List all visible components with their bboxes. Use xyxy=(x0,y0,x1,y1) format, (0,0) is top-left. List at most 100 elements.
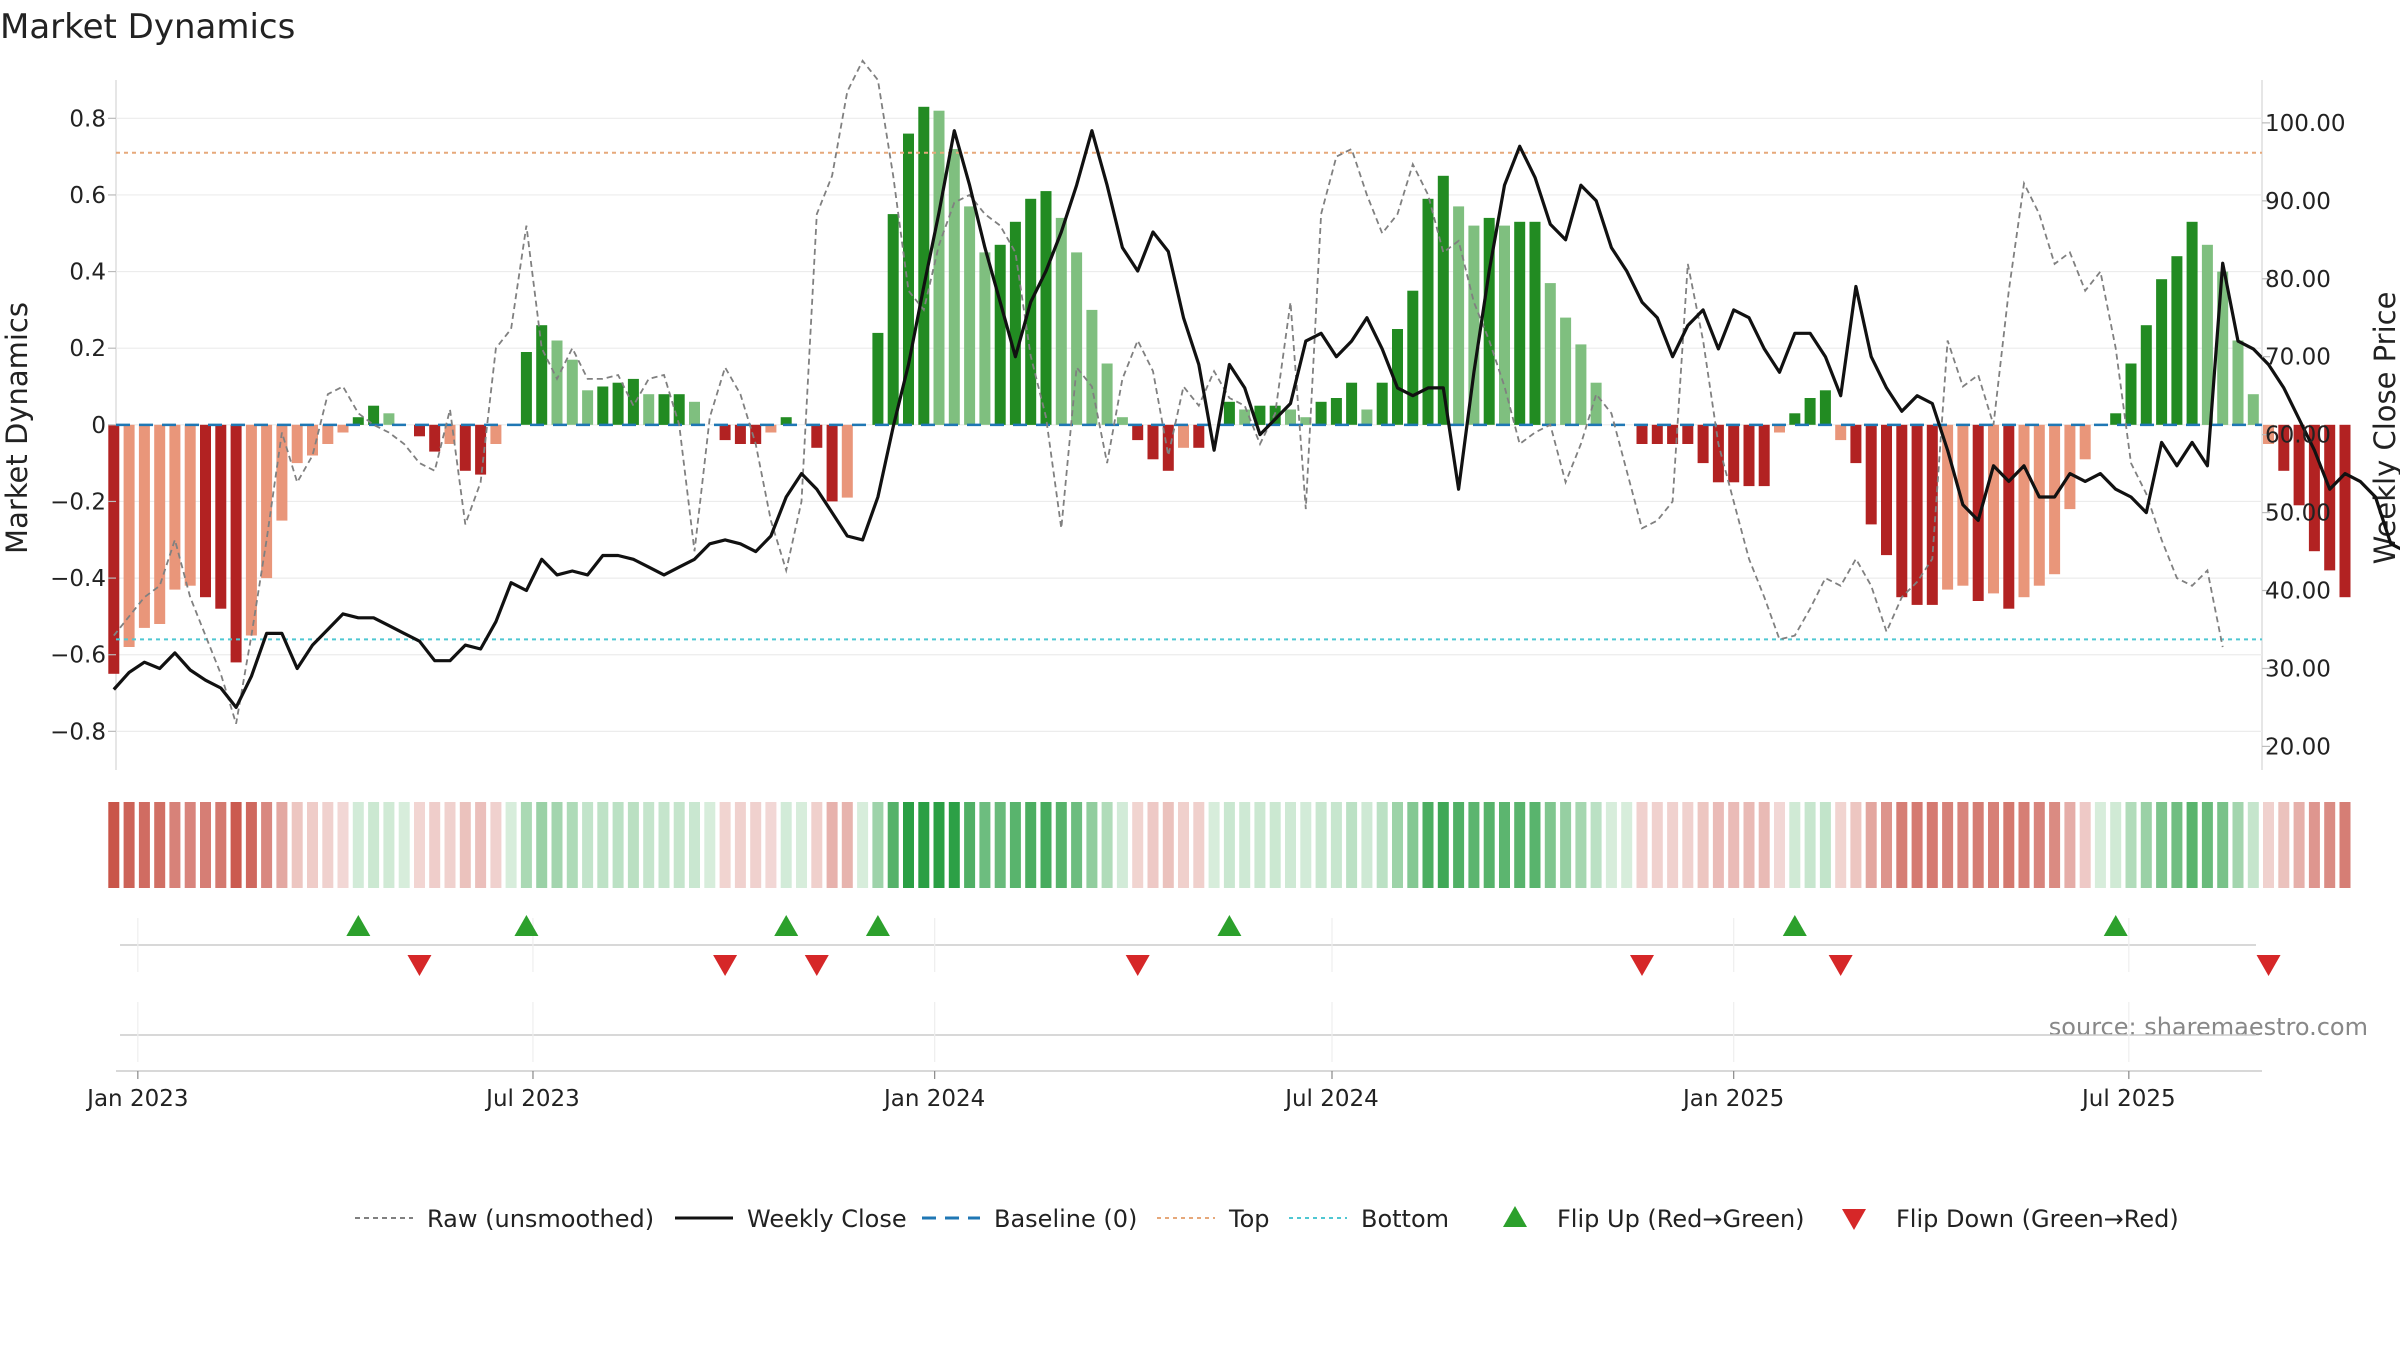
bar xyxy=(230,424,242,663)
bar xyxy=(689,401,700,425)
heat-cell xyxy=(1911,802,1923,888)
heat-cell xyxy=(2339,802,2351,888)
x-tick-label: Jan 2025 xyxy=(1681,1086,1784,1112)
heat-cell xyxy=(1605,802,1617,888)
heat-cell xyxy=(1040,802,1052,888)
heat-cell xyxy=(2308,802,2320,888)
heat-cell xyxy=(337,802,349,888)
heat-cell xyxy=(154,802,166,888)
heat-cell xyxy=(1774,802,1785,888)
bar xyxy=(1040,191,1052,425)
bar xyxy=(1758,424,1770,487)
bar xyxy=(2003,424,2015,609)
heat-cell xyxy=(1315,802,1327,888)
heat-cell xyxy=(566,802,578,888)
bar xyxy=(1009,221,1021,425)
bar xyxy=(1850,424,1862,464)
heat-cell xyxy=(643,802,655,888)
flip-up-marker xyxy=(774,915,799,936)
heat-cell xyxy=(1575,802,1587,888)
bar xyxy=(780,417,792,425)
bar xyxy=(643,394,655,425)
bar xyxy=(1529,221,1541,425)
bar xyxy=(1254,405,1266,425)
heat-cell xyxy=(138,802,150,888)
bar xyxy=(918,106,930,425)
bar xyxy=(1437,175,1449,425)
bar-series xyxy=(108,106,2351,674)
bar xyxy=(750,424,762,444)
heat-cell xyxy=(1025,802,1037,888)
bar xyxy=(1896,424,1908,598)
legend-label: Bottom xyxy=(1361,1205,1449,1233)
bar xyxy=(1575,344,1587,425)
heat-cell xyxy=(490,802,502,888)
bar xyxy=(2049,424,2061,575)
bar xyxy=(2079,424,2091,460)
legend-swatch-flip-up xyxy=(1503,1206,1527,1227)
y-right-tick-label: 20.00 xyxy=(2265,734,2331,760)
heat-cell xyxy=(414,802,425,888)
heat-cell xyxy=(2110,802,2122,888)
y-right-tick-label: 100.00 xyxy=(2265,111,2345,137)
line-series xyxy=(112,59,2400,724)
y-left-tick-label: 0.8 xyxy=(69,106,106,132)
heat-cell xyxy=(1988,802,1999,888)
heat-cell xyxy=(429,802,441,888)
heat-cell xyxy=(1407,802,1419,888)
heat-cell xyxy=(627,802,639,888)
heat-cell xyxy=(108,802,120,888)
legend-label: Flip Down (Green→Red) xyxy=(1896,1205,2179,1233)
x-tick-label: Jul 2023 xyxy=(484,1086,580,1112)
heat-cell xyxy=(2293,802,2305,888)
bar xyxy=(138,424,150,628)
heat-cell xyxy=(887,802,899,888)
heat-cell xyxy=(2049,802,2061,888)
x-tick-label: Jul 2025 xyxy=(2080,1086,2176,1112)
bar xyxy=(841,424,853,498)
heat-cell xyxy=(322,802,334,888)
y-left-tick-label: 0.4 xyxy=(69,260,106,286)
heat-cell xyxy=(979,802,991,888)
flip-down-marker xyxy=(1125,955,1150,976)
legend-item: Weekly Close xyxy=(675,1205,907,1233)
bar xyxy=(1223,401,1235,425)
heat-cell xyxy=(1239,802,1251,888)
bar xyxy=(1682,424,1694,444)
flip-down-marker xyxy=(1828,955,1853,976)
heat-cell xyxy=(1865,802,1877,888)
bar xyxy=(1544,283,1556,425)
bar xyxy=(1193,424,1205,448)
heat-cell xyxy=(2125,802,2137,888)
heat-cell xyxy=(1621,802,1633,888)
bar xyxy=(307,424,318,456)
legend-label: Weekly Close xyxy=(747,1205,907,1233)
heat-cell xyxy=(964,802,976,888)
bar xyxy=(429,424,441,452)
y-right-tick-label: 50.00 xyxy=(2265,501,2331,527)
heat-cell xyxy=(1300,802,1312,888)
bar xyxy=(475,424,487,475)
heat-cell xyxy=(2140,802,2152,888)
bar xyxy=(1728,424,1740,483)
bar xyxy=(719,424,731,441)
bar xyxy=(1774,424,1785,433)
y-right-tick-label: 70.00 xyxy=(2265,345,2331,371)
heat-cell xyxy=(536,802,548,888)
heat-cell xyxy=(1116,802,1128,888)
heat-cell xyxy=(673,802,685,888)
y-right-tick-label: 40.00 xyxy=(2265,579,2331,605)
bar xyxy=(1468,225,1480,425)
bar xyxy=(1376,382,1388,425)
heat-cell xyxy=(582,802,594,888)
heat-cell xyxy=(291,802,303,888)
heat-cell xyxy=(1178,802,1189,888)
heat-cell xyxy=(261,802,273,888)
heat-cell xyxy=(2263,802,2274,888)
bar xyxy=(1636,424,1648,444)
bar xyxy=(1804,398,1816,425)
heat-cell xyxy=(520,802,532,888)
bar xyxy=(551,340,563,425)
bar xyxy=(2217,271,2229,425)
heat-cell xyxy=(1361,802,1373,888)
